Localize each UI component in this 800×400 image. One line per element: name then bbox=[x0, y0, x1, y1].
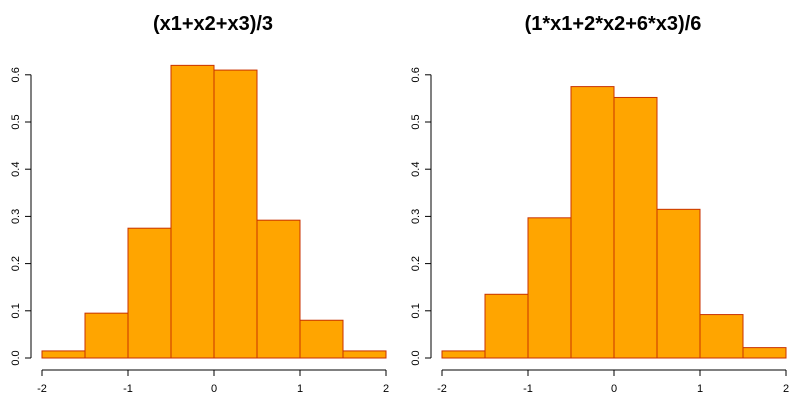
histogram-bar bbox=[527, 217, 572, 359]
histogram-bar bbox=[699, 314, 744, 359]
y-tick-label: 0.3 bbox=[10, 209, 22, 224]
histogram-bar bbox=[742, 347, 787, 359]
x-tick-label: -2 bbox=[37, 383, 47, 395]
bars-group bbox=[41, 64, 387, 359]
y-axis: 0.0 0.1 0.2 0.3 0.4 0.5 0.6 bbox=[410, 67, 432, 366]
histogram-bar bbox=[299, 319, 344, 359]
histogram-bar bbox=[256, 219, 301, 359]
y-tick-label: 0.1 bbox=[10, 303, 22, 318]
chart-title: (1*x1+2*x2+6*x3)/6 bbox=[525, 13, 702, 35]
y-tick-label: 0.3 bbox=[410, 209, 422, 224]
histogram-bar bbox=[656, 208, 701, 359]
y-tick-label: 0.0 bbox=[410, 350, 422, 365]
x-tick-label: 0 bbox=[611, 383, 617, 395]
panel-right: (1*x1+2*x2+6*x3)/6 -2 -1 0 1 2 0.00.10.20.30… bbox=[410, 13, 789, 395]
histogram-bar bbox=[441, 350, 486, 359]
y-tick-label: 0.4 bbox=[410, 162, 422, 177]
x-tick-label: -1 bbox=[123, 383, 133, 395]
y-tick-label: 0.6 bbox=[410, 67, 422, 82]
x-tick-label: 1 bbox=[697, 383, 703, 395]
x-tick-label: 1 bbox=[297, 383, 303, 395]
histogram-bar bbox=[84, 312, 129, 359]
x-tick-label: 2 bbox=[383, 383, 389, 395]
histogram-bar bbox=[570, 86, 615, 359]
x-axis: -2 -1 0 1 2 bbox=[437, 369, 789, 395]
histogram-bar bbox=[213, 69, 258, 359]
x-tick-label: -1 bbox=[523, 383, 533, 395]
y-tick-label: 0.5 bbox=[410, 114, 422, 129]
x-tick-label: 2 bbox=[783, 383, 789, 395]
x-axis: -2 -1 0 1 2 bbox=[37, 369, 389, 395]
panel-left: (x1+x2+x3)/3 -2 -1 0 1 2 0.00.10.20.30.40.50… bbox=[10, 13, 389, 395]
y-axis: 0.0 0.1 0.2 0.3 0.4 0.5 0.6 bbox=[10, 67, 32, 366]
chart-title: (x1+x2+x3)/3 bbox=[153, 13, 273, 35]
bars-group bbox=[441, 86, 787, 359]
y-tick-label: 0.1 bbox=[410, 303, 422, 318]
histogram-bar bbox=[342, 350, 387, 359]
x-tick-label: 0 bbox=[211, 383, 217, 395]
histogram-bar bbox=[484, 293, 529, 359]
histogram-bar bbox=[170, 64, 215, 359]
y-tick-label: 0.2 bbox=[410, 256, 422, 271]
histogram-bar bbox=[127, 227, 172, 359]
histogram-bar bbox=[613, 96, 658, 359]
y-tick-label: 0.2 bbox=[10, 256, 22, 271]
histogram-bar bbox=[41, 350, 86, 359]
y-tick-label: 0.0 bbox=[10, 350, 22, 365]
y-tick-label: 0.6 bbox=[10, 67, 22, 82]
y-tick-label: 0.4 bbox=[10, 162, 22, 177]
y-tick-label: 0.5 bbox=[10, 114, 22, 129]
x-tick-label: -2 bbox=[437, 383, 447, 395]
